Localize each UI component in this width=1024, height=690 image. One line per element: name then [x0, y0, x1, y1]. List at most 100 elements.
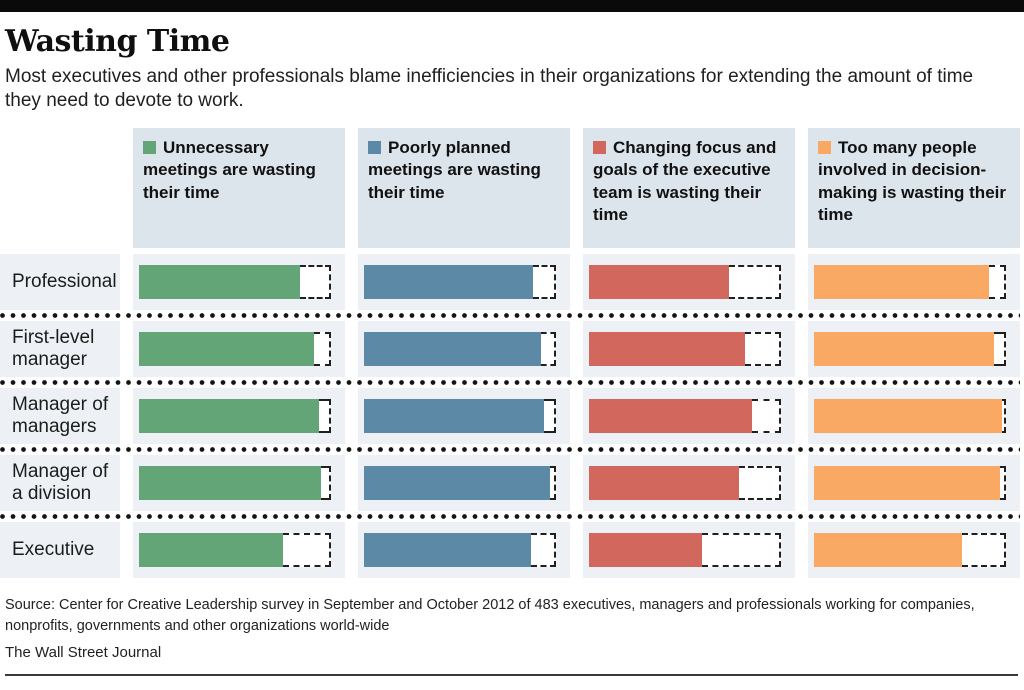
bar-cell [583, 387, 795, 444]
bar-fill [814, 465, 1001, 500]
bar-cell [133, 454, 345, 511]
bar-track [589, 264, 781, 299]
bar-cell [583, 320, 795, 377]
bar-remainder-to-100 [313, 331, 331, 366]
chart-header: Wasting Time Most executives and other p… [0, 12, 1024, 113]
bar-cell [583, 521, 795, 578]
column-header-label: Poorly planned meetings are wasting thei… [368, 137, 541, 202]
bar-fill [589, 331, 745, 366]
legend-swatch-icon [368, 140, 381, 154]
bar-cell [808, 454, 1020, 511]
bar-fill [589, 398, 753, 433]
bar-fill [139, 331, 314, 366]
bar-track [139, 465, 331, 500]
chart-row: Executive [0, 521, 1020, 578]
bar-fill [139, 398, 320, 433]
page-title: Wasting Time [5, 24, 230, 59]
bar-remainder-to-100 [1000, 465, 1006, 500]
header-spacer [0, 128, 120, 248]
bar-cell [133, 387, 345, 444]
chart-footer: Source: Center for Creative Leadership s… [0, 578, 1024, 676]
chart-row: Manager of managers [0, 387, 1020, 444]
bar-track [814, 264, 1006, 299]
column-header-label: Too many people involved in decision-mak… [818, 137, 1006, 225]
bar-cell [358, 521, 570, 578]
column-header: Poorly planned meetings are wasting thei… [358, 127, 570, 248]
page: Wasting Time Most executives and other p… [0, 0, 1024, 676]
bar-cell [583, 454, 795, 511]
bar-track [589, 398, 781, 433]
bar-remainder-to-100 [540, 331, 556, 366]
bar-track [814, 331, 1006, 366]
row-separator [0, 513, 1020, 519]
bar-track [364, 398, 556, 433]
row-separator [0, 312, 1020, 318]
chart-row: Manager of a division [0, 454, 1020, 511]
bar-fill [814, 331, 995, 366]
row-separator [0, 379, 1020, 385]
bar-remainder-to-100 [702, 532, 781, 567]
row-label: Executive [0, 521, 120, 578]
bar-track [589, 331, 781, 366]
bar-fill [364, 398, 545, 433]
bar-remainder-to-100 [544, 398, 556, 433]
row-label: Professional [0, 253, 120, 310]
bar-track [139, 532, 331, 567]
bar-remainder-to-100 [531, 532, 556, 567]
legend-swatch-icon [143, 140, 156, 154]
bar-track [139, 264, 331, 299]
row-label: Manager of managers [0, 387, 120, 444]
bar-track [814, 532, 1006, 567]
bar-cell [133, 253, 345, 310]
bar-fill [139, 532, 283, 567]
column-header: Too many people involved in decision-mak… [808, 127, 1020, 248]
chart-row: First-level manager [0, 320, 1020, 377]
bar-cell [808, 320, 1020, 377]
bar-fill [814, 264, 989, 299]
bar-track [364, 264, 556, 299]
bar-cell [358, 253, 570, 310]
bar-remainder-to-100 [729, 264, 781, 299]
bar-remainder-to-100 [550, 465, 556, 500]
bar-remainder-to-100 [961, 532, 1006, 567]
bar-fill [589, 532, 703, 567]
row-label: First-level manager [0, 320, 120, 377]
legend-swatch-icon [818, 140, 831, 154]
bar-cell [133, 320, 345, 377]
bar-cell [358, 454, 570, 511]
bar-remainder-to-100 [744, 331, 781, 366]
bar-cell [133, 521, 345, 578]
column-header-label: Changing focus and goals of the executiv… [593, 137, 777, 225]
row-separator [0, 446, 1020, 452]
legend-swatch-icon [593, 140, 606, 154]
bar-fill [364, 465, 551, 500]
bar-remainder-to-100 [988, 264, 1006, 299]
bar-remainder-to-100 [994, 331, 1006, 366]
bar-fill [589, 264, 730, 299]
chart-row: Professional [0, 253, 1020, 310]
bar-remainder-to-100 [532, 264, 556, 299]
bar-remainder-to-100 [1002, 398, 1006, 433]
bar-track [814, 398, 1006, 433]
bar-fill [814, 398, 1003, 433]
bar-remainder-to-100 [319, 398, 331, 433]
bar-remainder-to-100 [283, 532, 331, 567]
column-header: Changing focus and goals of the executiv… [583, 127, 795, 248]
bar-track [364, 465, 556, 500]
row-label: Manager of a division [0, 454, 120, 511]
bar-fill [814, 532, 962, 567]
bar-track [814, 465, 1006, 500]
bar-cell [358, 320, 570, 377]
column-header-row: Unnecessary meetings are wasting their t… [0, 127, 1020, 248]
bar-fill [589, 465, 739, 500]
bar-cell [808, 387, 1020, 444]
bottom-rule [5, 673, 1018, 676]
top-bar [0, 0, 1024, 12]
bar-fill [139, 465, 322, 500]
bar-cell [583, 253, 795, 310]
bar-fill [364, 331, 541, 366]
bar-cell [358, 387, 570, 444]
bar-remainder-to-100 [300, 264, 331, 299]
column-header: Unnecessary meetings are wasting their t… [133, 127, 345, 248]
bar-remainder-to-100 [321, 465, 331, 500]
